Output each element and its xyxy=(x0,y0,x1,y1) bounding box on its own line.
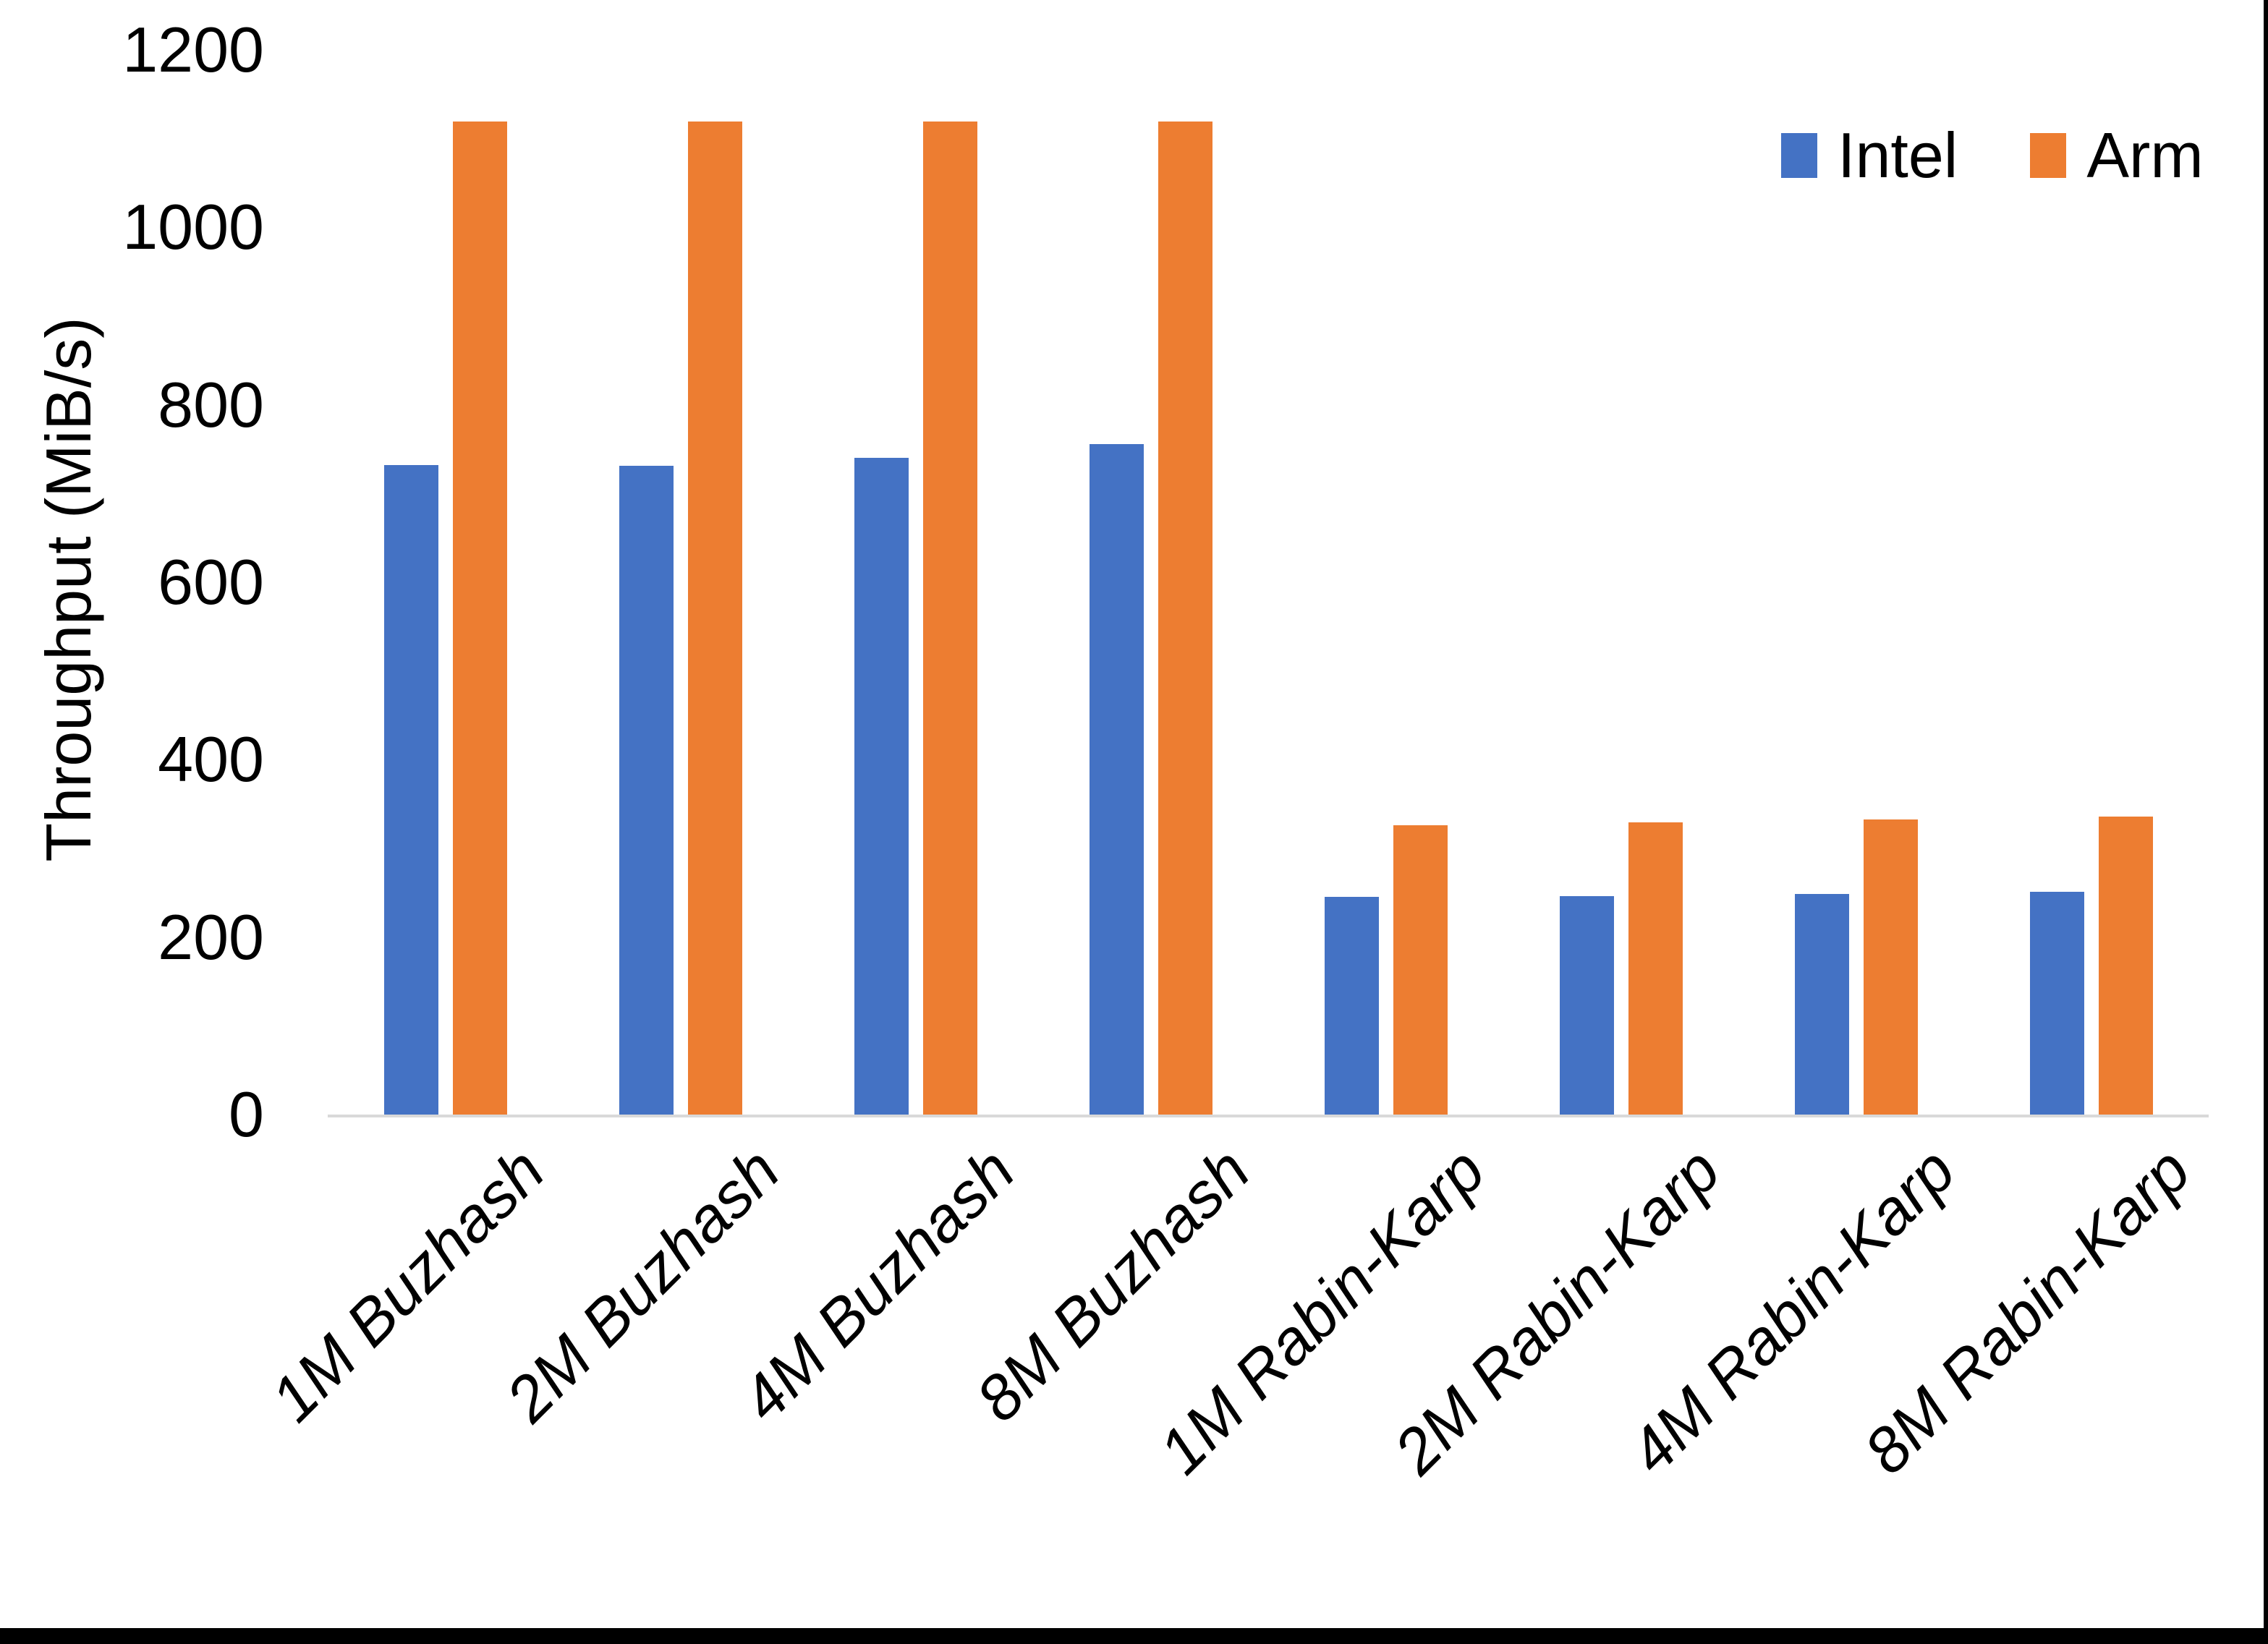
bar-arm-2m-rabin-karp xyxy=(1628,822,1683,1115)
legend-label-arm: Arm xyxy=(2086,119,2204,191)
bar-arm-1m-rabin-karp xyxy=(1393,825,1448,1115)
bar-arm-1m-buzhash xyxy=(452,122,507,1115)
bar-intel-4m-rabin-karp xyxy=(1794,893,1849,1115)
bar-arm-8m-buzhash xyxy=(1158,122,1212,1115)
bar-arm-2m-buzhash xyxy=(687,122,742,1115)
bar-intel-1m-buzhash xyxy=(383,465,438,1115)
plot-area xyxy=(328,50,2209,1117)
y-tick-label-200: 200 xyxy=(158,900,264,973)
bar-arm-4m-rabin-karp xyxy=(1863,819,1918,1115)
legend-label-intel: Intel xyxy=(1838,119,1958,191)
x-axis-line xyxy=(328,1115,2209,1117)
legend: Intel Arm xyxy=(1781,119,2204,192)
right-border xyxy=(2264,0,2268,1644)
y-tick-label-400: 400 xyxy=(158,723,264,796)
bottom-border xyxy=(0,1628,2268,1644)
bar-arm-4m-buzhash xyxy=(922,122,977,1115)
bar-intel-8m-buzhash xyxy=(1089,443,1144,1115)
bar-intel-1m-rabin-karp xyxy=(1324,897,1379,1115)
legend-swatch-intel xyxy=(1781,133,1817,178)
bar-intel-8m-rabin-karp xyxy=(2029,892,2084,1115)
y-tick-label-1000: 1000 xyxy=(122,191,264,263)
y-tick-label-600: 600 xyxy=(158,546,264,618)
bar-intel-4m-buzhash xyxy=(854,458,909,1115)
legend-swatch-arm xyxy=(2030,133,2067,178)
bar-intel-2m-rabin-karp xyxy=(1559,896,1614,1115)
bar-arm-8m-rabin-karp xyxy=(2098,816,2153,1115)
y-tick-label-0: 0 xyxy=(229,1078,264,1150)
y-tick-label-800: 800 xyxy=(158,368,264,440)
legend-item-intel: Intel xyxy=(1781,119,1958,192)
legend-item-arm: Arm xyxy=(2030,119,2204,192)
y-tick-label-1200: 1200 xyxy=(122,14,264,85)
bar-intel-2m-buzhash xyxy=(619,466,674,1115)
